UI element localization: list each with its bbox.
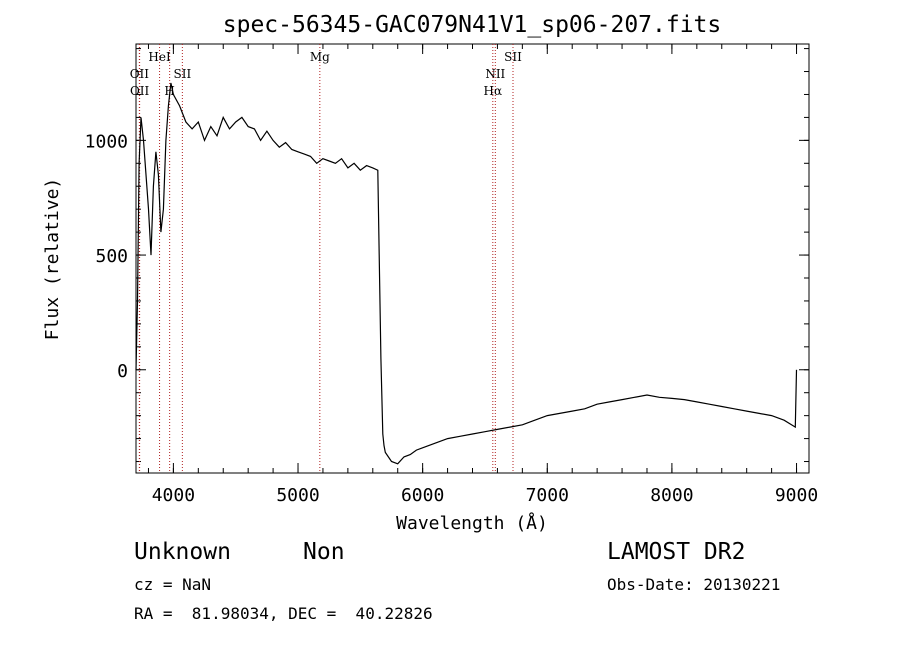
y-axis-label: Flux (relative) [42,178,63,341]
object-class: Unknown [134,539,231,565]
spectral-line-label: OII [130,84,150,98]
x-tick-label: 6000 [401,485,444,506]
spectral-line-label: HeI [148,50,171,64]
coordinates-text: RA = 81.98034, DEC = 40.22826 [134,604,433,623]
y-tick-label: 500 [95,246,128,267]
chart-title: spec-56345-GAC079N41V1_sp06-207.fits [223,12,722,38]
spectral-line-label: SII [504,50,522,64]
x-tick-label: 8000 [650,485,693,506]
redshift-text: cz = NaN [134,575,212,594]
y-tick-label: 0 [117,361,128,382]
x-tick-label: 4000 [152,485,195,506]
spectral-line-label: Hα [484,84,503,98]
observation-date: Obs-Date: 20130221 [607,575,781,594]
x-tick-label: 5000 [276,485,319,506]
survey-name: LAMOST DR2 [607,539,746,565]
plot-frame [135,43,810,474]
x-tick-label: 9000 [775,485,818,506]
spectral-line-label: Mg [310,50,330,64]
x-tick-label: 7000 [526,485,569,506]
object-subclass: Non [303,539,345,565]
x-axis-label: Wavelength (Å) [396,512,548,534]
y-tick-label: 1000 [85,131,128,152]
spectral-line-label: NII [485,67,505,81]
plot-area: 4000 5000 6000 7000 8000 900005001000OIIOIIHe… [85,43,818,506]
spectrum-series-line [135,82,798,465]
spectral-line-label: SII [174,67,192,81]
